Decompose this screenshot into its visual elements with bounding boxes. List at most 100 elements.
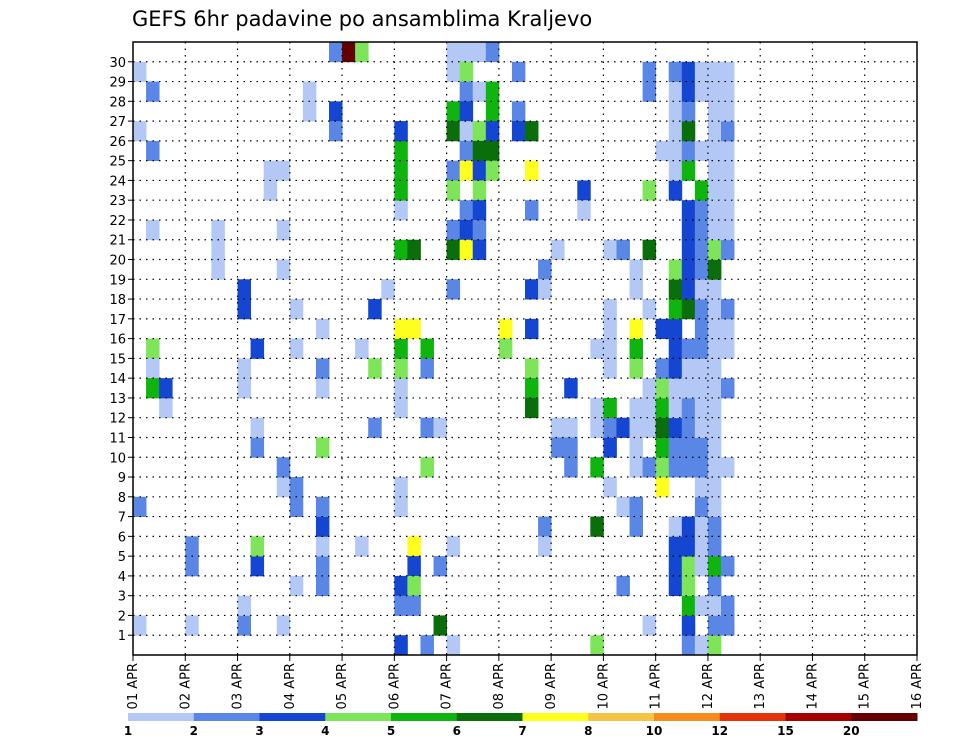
x-tick-label: 01 APR bbox=[126, 663, 141, 709]
heatmap-cell bbox=[420, 635, 434, 656]
colorbar-label: 15 bbox=[777, 724, 794, 738]
heatmap-cell bbox=[459, 61, 474, 82]
heatmap-cell bbox=[707, 200, 722, 221]
heatmap-cell bbox=[459, 42, 474, 63]
heatmap-cell bbox=[681, 299, 696, 320]
heatmap-cell bbox=[642, 239, 657, 260]
y-tick-label: 26 bbox=[109, 135, 126, 150]
heatmap-cell bbox=[668, 259, 683, 280]
x-tick-label: 16 APR bbox=[910, 663, 925, 709]
heatmap-cell bbox=[185, 536, 199, 557]
heatmap-cell bbox=[394, 180, 408, 201]
heatmap-cell bbox=[459, 219, 474, 241]
heatmap-cell bbox=[394, 318, 408, 340]
heatmap-cell bbox=[681, 536, 696, 557]
x-axis: 01 APR 02 APR 03 APR 04 APR 05 APR 06 APR 07 A… bbox=[126, 655, 925, 709]
heatmap-cell bbox=[394, 397, 408, 419]
heatmap-cell bbox=[681, 615, 696, 636]
heatmap-cell bbox=[159, 378, 173, 399]
heatmap-cell bbox=[485, 160, 500, 181]
heatmap-cell bbox=[721, 61, 735, 82]
heatmap-cell bbox=[707, 536, 722, 557]
x-tick-label: 12 APR bbox=[701, 663, 716, 709]
heatmap-cell bbox=[655, 457, 670, 478]
heatmap-cell bbox=[721, 378, 735, 399]
heatmap-cell bbox=[668, 516, 683, 537]
heatmap-cell bbox=[668, 358, 683, 379]
colorbar-label: 4 bbox=[321, 724, 329, 738]
heatmap-cell bbox=[538, 279, 552, 300]
heatmap-cell bbox=[133, 496, 147, 517]
y-tick-label: 9 bbox=[118, 471, 126, 486]
heatmap-cell bbox=[433, 556, 447, 577]
heatmap-cell bbox=[133, 121, 147, 142]
colorbar-swatch bbox=[391, 713, 458, 721]
heatmap-cell bbox=[525, 358, 539, 379]
heatmap-cell bbox=[394, 160, 408, 181]
y-tick-label: 15 bbox=[109, 352, 126, 367]
heatmap-cell bbox=[538, 536, 552, 557]
heatmap-cell bbox=[721, 160, 735, 181]
heatmap-cell bbox=[603, 437, 617, 458]
heatmap-cell bbox=[668, 437, 683, 458]
heatmap-cell bbox=[707, 457, 722, 478]
heatmap-cell bbox=[368, 417, 382, 438]
heatmap-cell bbox=[276, 160, 291, 181]
heatmap-cell bbox=[603, 338, 617, 359]
heatmap-cell bbox=[472, 200, 487, 221]
heatmap-cell bbox=[237, 299, 251, 320]
heatmap-cell bbox=[721, 556, 735, 577]
heatmap-cell bbox=[681, 239, 696, 260]
heatmap-cell bbox=[289, 575, 304, 597]
heatmap-cell bbox=[681, 417, 696, 438]
heatmap-cell bbox=[485, 81, 500, 102]
heatmap-cell bbox=[355, 42, 369, 63]
heatmap-cell bbox=[446, 101, 461, 122]
heatmap-cell bbox=[681, 457, 696, 478]
y-tick-label: 19 bbox=[109, 273, 126, 288]
heatmap-cell bbox=[655, 437, 670, 458]
heatmap-cell bbox=[694, 81, 709, 102]
heatmap-cell bbox=[694, 556, 709, 577]
heatmap-cell bbox=[707, 160, 722, 181]
colorbar-swatch bbox=[785, 713, 852, 721]
heatmap-cell bbox=[694, 417, 709, 438]
heatmap-cell bbox=[446, 635, 461, 656]
heatmap-cell bbox=[629, 516, 643, 537]
heatmap-cell bbox=[707, 378, 722, 399]
heatmap-cell bbox=[315, 378, 330, 399]
heatmap-cell bbox=[289, 299, 304, 320]
heatmap-cell bbox=[407, 556, 421, 577]
y-tick-label: 17 bbox=[109, 313, 126, 328]
y-tick-label: 2 bbox=[118, 609, 126, 624]
heatmap-cell bbox=[668, 61, 683, 82]
heatmap-cell bbox=[446, 180, 461, 201]
heatmap-cell bbox=[707, 397, 722, 419]
heatmap-cell bbox=[681, 595, 696, 616]
heatmap-cell bbox=[721, 615, 735, 636]
heatmap-cell bbox=[603, 318, 617, 340]
heatmap-cell bbox=[694, 239, 709, 260]
heatmap-cell bbox=[721, 140, 735, 162]
heatmap-cell bbox=[446, 160, 461, 181]
heatmap-cell bbox=[668, 81, 683, 102]
heatmap-cell bbox=[564, 437, 578, 458]
colorbar-swatch bbox=[128, 713, 195, 721]
heatmap-cell bbox=[655, 318, 670, 340]
heatmap-cell bbox=[459, 239, 474, 260]
heatmap-cell bbox=[276, 477, 291, 498]
heatmap-cell bbox=[394, 140, 408, 162]
heatmap-cell bbox=[655, 397, 670, 419]
heatmap-cell bbox=[721, 200, 735, 221]
chart-title: GEFS 6hr padavine po ansamblima Kraljevo bbox=[132, 7, 592, 31]
heatmap-cell bbox=[668, 180, 683, 201]
heatmap-cell bbox=[616, 239, 630, 260]
heatmap-cell bbox=[668, 575, 683, 597]
heatmap-cell bbox=[276, 259, 291, 280]
heatmap-cell bbox=[446, 61, 461, 82]
heatmap-cell bbox=[655, 378, 670, 399]
heatmap-cell bbox=[694, 635, 709, 656]
heatmap-cell bbox=[668, 378, 683, 399]
heatmap-cell bbox=[707, 477, 722, 498]
heatmap-cell bbox=[668, 279, 683, 300]
